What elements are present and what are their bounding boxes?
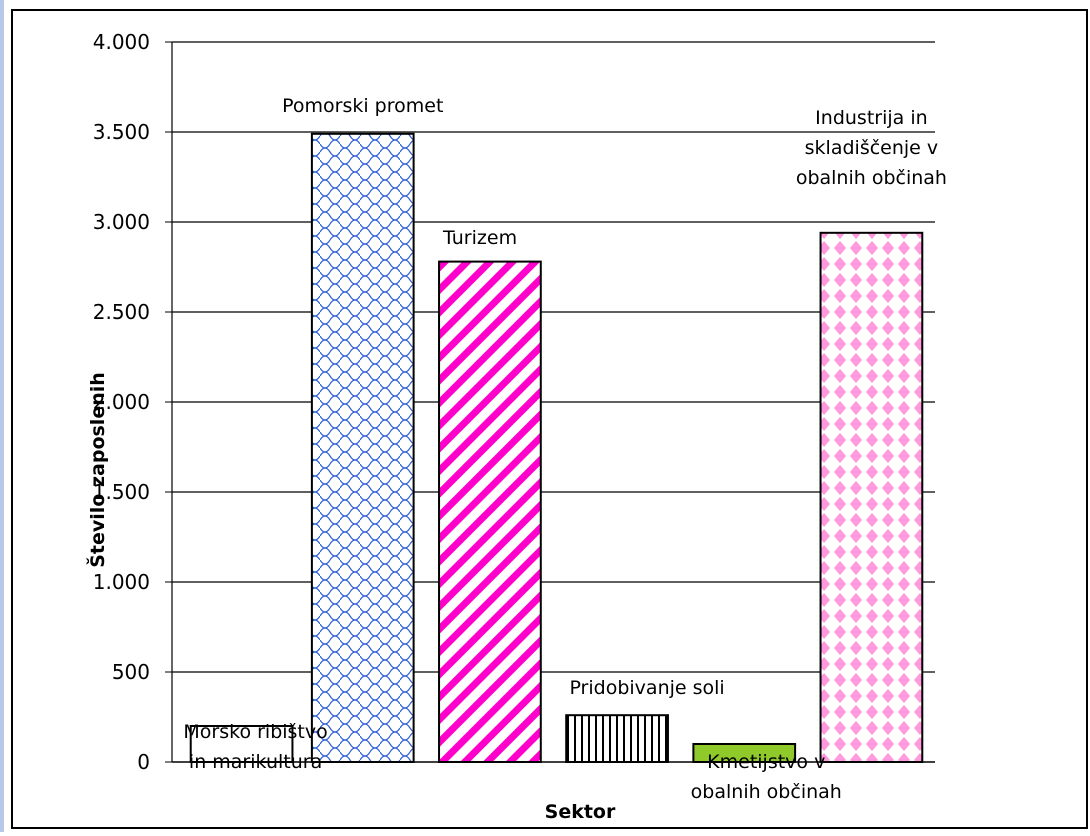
y-tick-label: 500: [112, 660, 150, 684]
y-tick-label: 1.000: [93, 570, 150, 594]
gridlines: [165, 41, 935, 763]
x-axis-title: Sektor: [545, 801, 616, 823]
chart-frame: [11, 9, 1088, 829]
y-tick-labels: 0 500 1.000 1.500 2.000 2.500 3.000 3.500 4.000: [93, 30, 150, 774]
bar-label-5: Industrija in skladiščenje v obalnih občin…: [796, 107, 947, 189]
y-axis-title: Število zaposlenih: [85, 372, 109, 568]
y-tick-label: 3.000: [93, 210, 150, 234]
bar-label-2: Turizem: [442, 227, 517, 249]
bar-5: [819, 231, 924, 764]
left-edge-strip: [0, 0, 4, 832]
y-tick-label: 4.000: [93, 30, 150, 54]
bar-label-4: Kmetijstvo v obalnih občinah: [691, 751, 842, 803]
bar-label-1: Pomorski promet: [282, 95, 443, 117]
bar-3: [565, 714, 669, 764]
bar-label-3: Pridobivanje soli: [569, 677, 724, 699]
y-tick-label: 1.500: [93, 480, 150, 504]
y-tick-label: 0: [137, 750, 150, 774]
y-tick-label: 3.500: [93, 120, 150, 144]
bar-1: [310, 132, 415, 764]
y-tick-label: 2.500: [93, 300, 150, 324]
bar-0: [189, 725, 294, 763]
y-tick-label: 2.000: [93, 390, 150, 414]
bar-2: [438, 260, 542, 763]
bars: [189, 132, 924, 764]
